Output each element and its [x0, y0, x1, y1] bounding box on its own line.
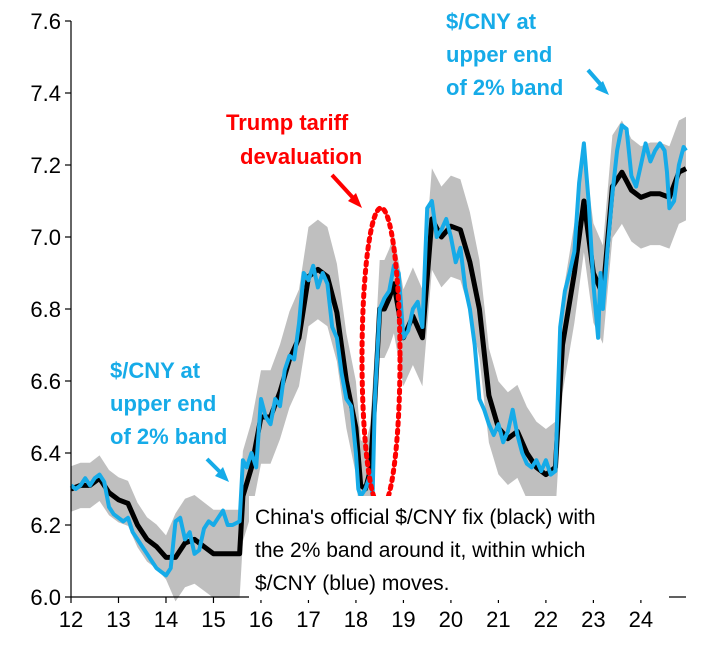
trump-annotation: Trump tariff devaluation [226, 110, 362, 169]
note-line-2: the 2% band around it, within which [255, 539, 585, 562]
spot-layer [69, 123, 688, 578]
x-tick-label: 13 [106, 607, 130, 632]
x-tick-label: 12 [59, 607, 83, 632]
x-tick-label: 22 [534, 607, 558, 632]
upper-left-annotation: $/CNY at upper end of 2% band [110, 358, 227, 449]
y-tick-label: 7.6 [30, 9, 61, 34]
upper-right-line-2: upper end [446, 42, 552, 67]
x-tick-label: 14 [154, 607, 178, 632]
y-tick-label: 6.2 [30, 513, 61, 538]
axis-layer: 6.0 6.2 6.4 6.6 6.8 7.0 7.2 7.4 7.6 12 13 14 15 16 17 1… [30, 9, 686, 632]
x-tick-label: 15 [201, 607, 225, 632]
y-tick-label: 7.0 [30, 225, 61, 250]
note-background [249, 496, 669, 600]
note-line-3: $/CNY (blue) moves. [255, 572, 450, 595]
upper-left-line-2: upper end [110, 391, 216, 416]
trump-line-1: Trump tariff [226, 110, 349, 135]
y-tick-label: 7.4 [30, 81, 61, 106]
upper-right-line-1: $/CNY at [446, 9, 537, 34]
x-tick-label: 21 [486, 607, 510, 632]
upper-right-line-3: of 2% band [446, 75, 563, 100]
upper-left-line-3: of 2% band [110, 424, 227, 449]
x-tick-label: 18 [344, 607, 368, 632]
x-tick-label: 24 [629, 607, 653, 632]
x-tick-label: 19 [391, 607, 415, 632]
y-tick-label: 6.6 [30, 369, 61, 394]
chart-note: China's official $/CNY fix (black) with … [255, 506, 601, 595]
trump-arrow [330, 173, 362, 208]
annotation-layer: $/CNY at upper end of 2% band $/CNY at u… [110, 9, 669, 600]
y-tick-label: 6.4 [30, 441, 61, 466]
upper-right-arrow [586, 68, 609, 95]
x-tick-label: 16 [249, 607, 273, 632]
upper-left-line-1: $/CNY at [110, 358, 201, 383]
upper-left-arrow [205, 457, 229, 482]
x-tick-label: 23 [581, 607, 605, 632]
upper-right-annotation: $/CNY at upper end of 2% band [446, 9, 563, 100]
trump-line-2: devaluation [240, 144, 362, 169]
x-tick-label: 20 [439, 607, 463, 632]
y-tick-label: 6.8 [30, 297, 61, 322]
y-tick-label: 7.2 [30, 153, 61, 178]
y-tick-label: 6.0 [30, 585, 61, 610]
note-line-1: China's official $/CNY fix (black) with [255, 506, 596, 529]
x-tick-label: 17 [296, 607, 320, 632]
spot-series-line [69, 123, 688, 578]
